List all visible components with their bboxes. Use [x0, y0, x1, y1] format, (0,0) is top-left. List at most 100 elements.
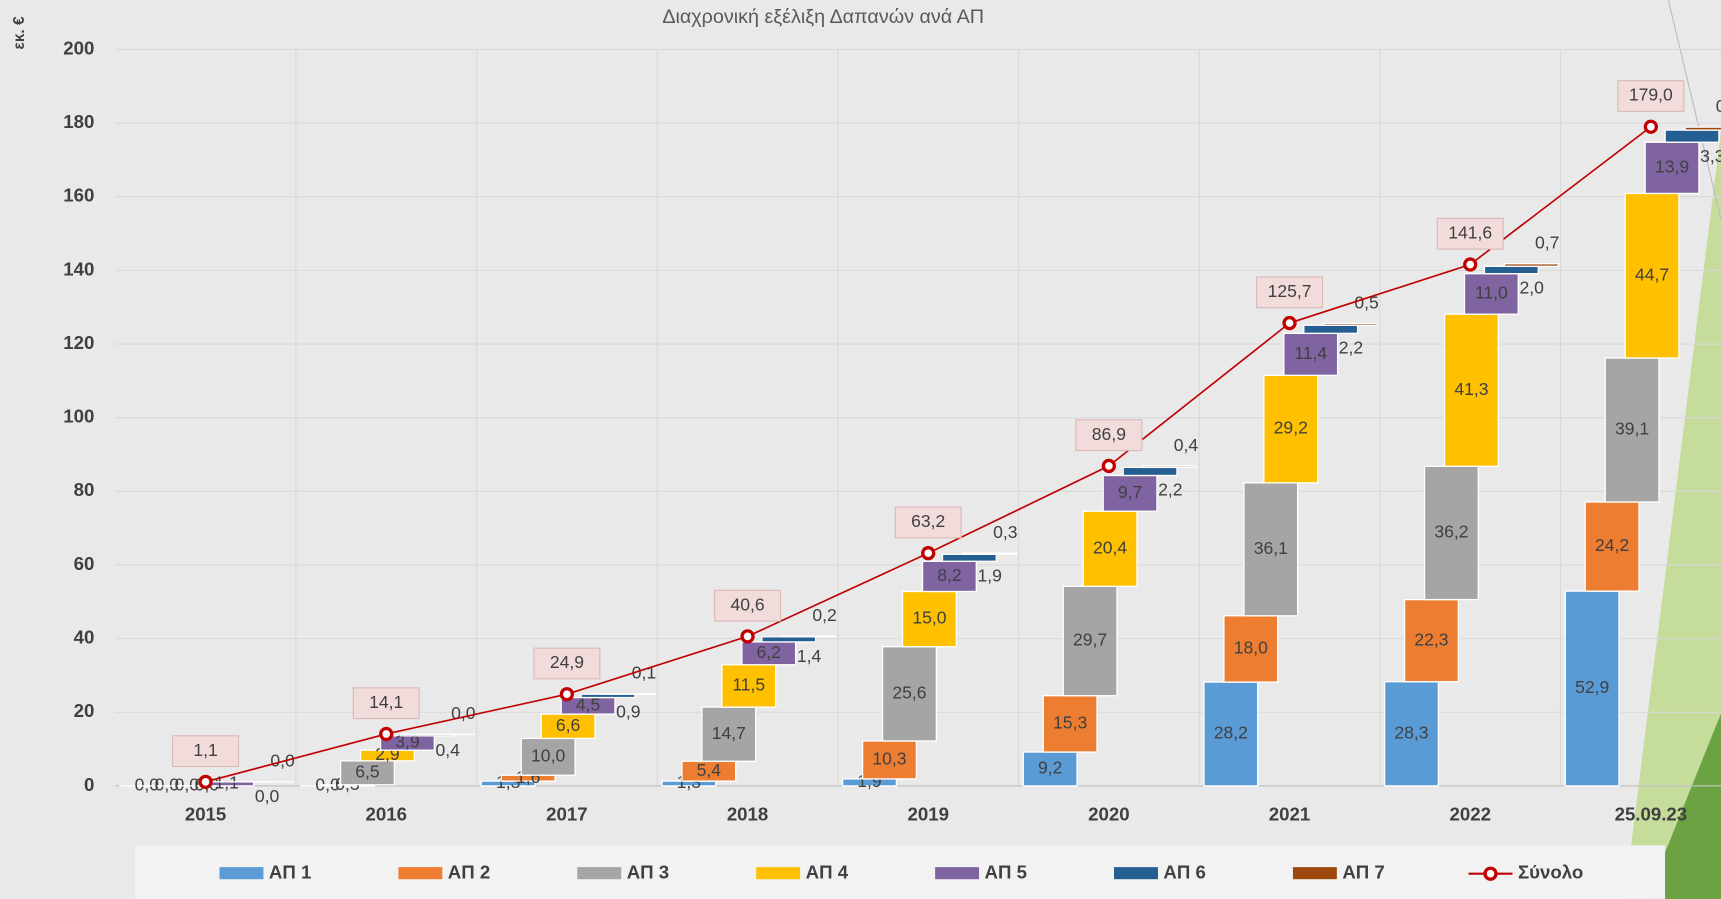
- data-label: 0,4: [435, 740, 460, 760]
- legend: [135, 845, 1665, 899]
- bar-segment: [942, 554, 996, 561]
- data-label: 5,4: [697, 760, 722, 780]
- data-label: 0,7: [1535, 233, 1559, 253]
- total-label: 24,9: [550, 652, 584, 672]
- legend-label: ΑΠ 1: [269, 862, 311, 883]
- y-tick-label: 60: [74, 553, 95, 574]
- x-tick-label: 2020: [1088, 803, 1129, 824]
- y-tick-label: 40: [74, 627, 95, 648]
- data-label: 29,2: [1274, 418, 1308, 438]
- total-marker: [1284, 318, 1295, 329]
- total-label: 40,6: [730, 594, 764, 614]
- total-marker: [742, 631, 753, 642]
- data-label: 13,9: [1655, 156, 1689, 176]
- total-label: 1,1: [193, 740, 217, 760]
- bar-segment: [1504, 264, 1558, 267]
- x-tick-label: 2017: [546, 803, 587, 824]
- bar-segment: [762, 637, 816, 642]
- total-marker: [1465, 259, 1476, 270]
- bar-segment: [1324, 323, 1378, 325]
- total-marker: [561, 689, 572, 700]
- legend-swatch: [220, 867, 264, 879]
- data-label: 3,3: [1700, 146, 1721, 166]
- legend-label: Σύνολο: [1518, 862, 1583, 883]
- data-label: 15,0: [912, 608, 946, 628]
- total-marker: [200, 776, 211, 787]
- bar-segment: [1123, 467, 1177, 475]
- data-label: 1,4: [797, 646, 822, 666]
- x-tick-label: 2018: [727, 803, 768, 824]
- legend-swatch: [398, 867, 442, 879]
- legend-swatch: [1293, 867, 1337, 879]
- data-label: 25,6: [892, 682, 926, 702]
- bar-segment: [782, 636, 836, 637]
- data-label: 11,0: [1475, 283, 1508, 303]
- total-marker: [1103, 460, 1114, 471]
- y-tick-label: 180: [63, 111, 94, 132]
- data-label: 9,2: [1038, 758, 1062, 778]
- x-tick-label: 2021: [1269, 803, 1310, 824]
- y-tick-label: 20: [74, 700, 95, 721]
- y-tick-label: 140: [63, 258, 94, 279]
- data-label: 36,2: [1434, 522, 1468, 542]
- chart: Διαχρονική εξέλιξη Δαπανών ανά ΑΠ εκ. € …: [0, 0, 1721, 899]
- data-label: 9,7: [1118, 482, 1142, 502]
- legend-label: ΑΠ 3: [627, 862, 669, 883]
- data-label: 2,2: [1158, 479, 1182, 499]
- legend-label: ΑΠ 4: [806, 862, 849, 883]
- data-label: 1,9: [977, 565, 1001, 585]
- total-marker: [381, 728, 392, 739]
- data-label: 11,4: [1294, 343, 1327, 363]
- data-label: 15,3: [1053, 712, 1087, 732]
- legend-marker: [1485, 868, 1496, 879]
- bar-segment: [1685, 127, 1721, 130]
- data-label: 36,1: [1254, 538, 1288, 558]
- chart-title: Διαχρονική εξέλιξη Δαπανών ανά ΑΠ: [662, 6, 984, 28]
- data-label: 0,0: [451, 703, 476, 723]
- data-label: 28,2: [1214, 723, 1248, 743]
- data-label: 6,2: [757, 642, 781, 662]
- x-tick-label: 2015: [185, 803, 226, 824]
- x-tick-label: 25.09.23: [1615, 803, 1688, 824]
- y-tick-label: 160: [63, 185, 94, 206]
- y-axis-title: εκ. €: [11, 16, 28, 49]
- data-label: 18,0: [1234, 638, 1268, 658]
- bar-segment: [962, 553, 1016, 554]
- data-label: 11,5: [732, 675, 765, 695]
- data-label: 2,0: [1519, 278, 1544, 298]
- legend-swatch: [756, 867, 800, 879]
- x-tick-label: 2016: [366, 803, 407, 824]
- total-label: 63,2: [911, 511, 945, 531]
- data-label: 22,3: [1414, 629, 1448, 649]
- legend-label: ΑΠ 2: [448, 862, 490, 883]
- bar-segment: [1484, 266, 1538, 273]
- data-label: 10,0: [531, 745, 565, 765]
- data-label: 0,0: [255, 786, 280, 806]
- total-label: 179,0: [1629, 85, 1673, 105]
- total-label: 125,7: [1268, 281, 1312, 301]
- legend-label: ΑΠ 6: [1163, 862, 1205, 883]
- data-label: 44,7: [1635, 264, 1669, 284]
- data-label: 39,1: [1615, 419, 1649, 439]
- data-label: 8,2: [937, 565, 961, 585]
- x-tick-label: 2022: [1449, 803, 1490, 824]
- data-label: 14,7: [712, 723, 746, 743]
- legend-swatch: [1114, 867, 1158, 879]
- data-label: 28,3: [1394, 722, 1428, 742]
- y-tick-label: 200: [63, 37, 94, 58]
- data-label: 52,9: [1575, 677, 1609, 697]
- total-label: 141,6: [1448, 222, 1492, 242]
- data-label: 0,2: [812, 605, 836, 625]
- bar-segment: [1143, 466, 1197, 467]
- y-tick-label: 80: [74, 479, 95, 500]
- total-label: 14,1: [369, 692, 403, 712]
- data-label: 0,9: [616, 702, 640, 722]
- data-label: 0,3: [993, 522, 1017, 542]
- page: {"chart_data": {"type": "staggered-stack…: [0, 0, 1721, 899]
- data-label: 20,4: [1093, 537, 1127, 557]
- total-marker: [923, 548, 934, 559]
- bar-segment: [1304, 325, 1358, 333]
- data-label: 10,3: [872, 749, 906, 769]
- data-label: 24,2: [1595, 535, 1629, 555]
- data-label: 0,4: [1174, 435, 1199, 455]
